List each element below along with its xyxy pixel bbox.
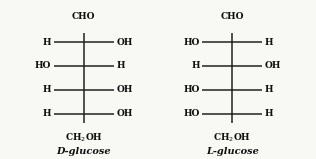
Text: D-glucose: D-glucose — [57, 147, 111, 156]
Text: H: H — [43, 38, 51, 47]
Text: HO: HO — [183, 85, 200, 94]
Text: HO: HO — [183, 38, 200, 47]
Text: H: H — [116, 62, 125, 70]
Text: OH: OH — [116, 38, 133, 47]
Text: CH$_2$OH: CH$_2$OH — [213, 131, 251, 144]
Text: HO: HO — [183, 109, 200, 118]
Text: H: H — [265, 38, 273, 47]
Text: H: H — [43, 109, 51, 118]
Text: CH$_2$OH: CH$_2$OH — [65, 131, 103, 144]
Text: L-glucose: L-glucose — [206, 147, 259, 156]
Text: H: H — [265, 109, 273, 118]
Text: OH: OH — [116, 109, 133, 118]
Text: OH: OH — [116, 85, 133, 94]
Text: CHO: CHO — [72, 12, 95, 21]
Text: HO: HO — [35, 62, 51, 70]
Text: H: H — [43, 85, 51, 94]
Text: H: H — [191, 62, 200, 70]
Text: CHO: CHO — [221, 12, 244, 21]
Text: H: H — [265, 85, 273, 94]
Text: OH: OH — [265, 62, 281, 70]
